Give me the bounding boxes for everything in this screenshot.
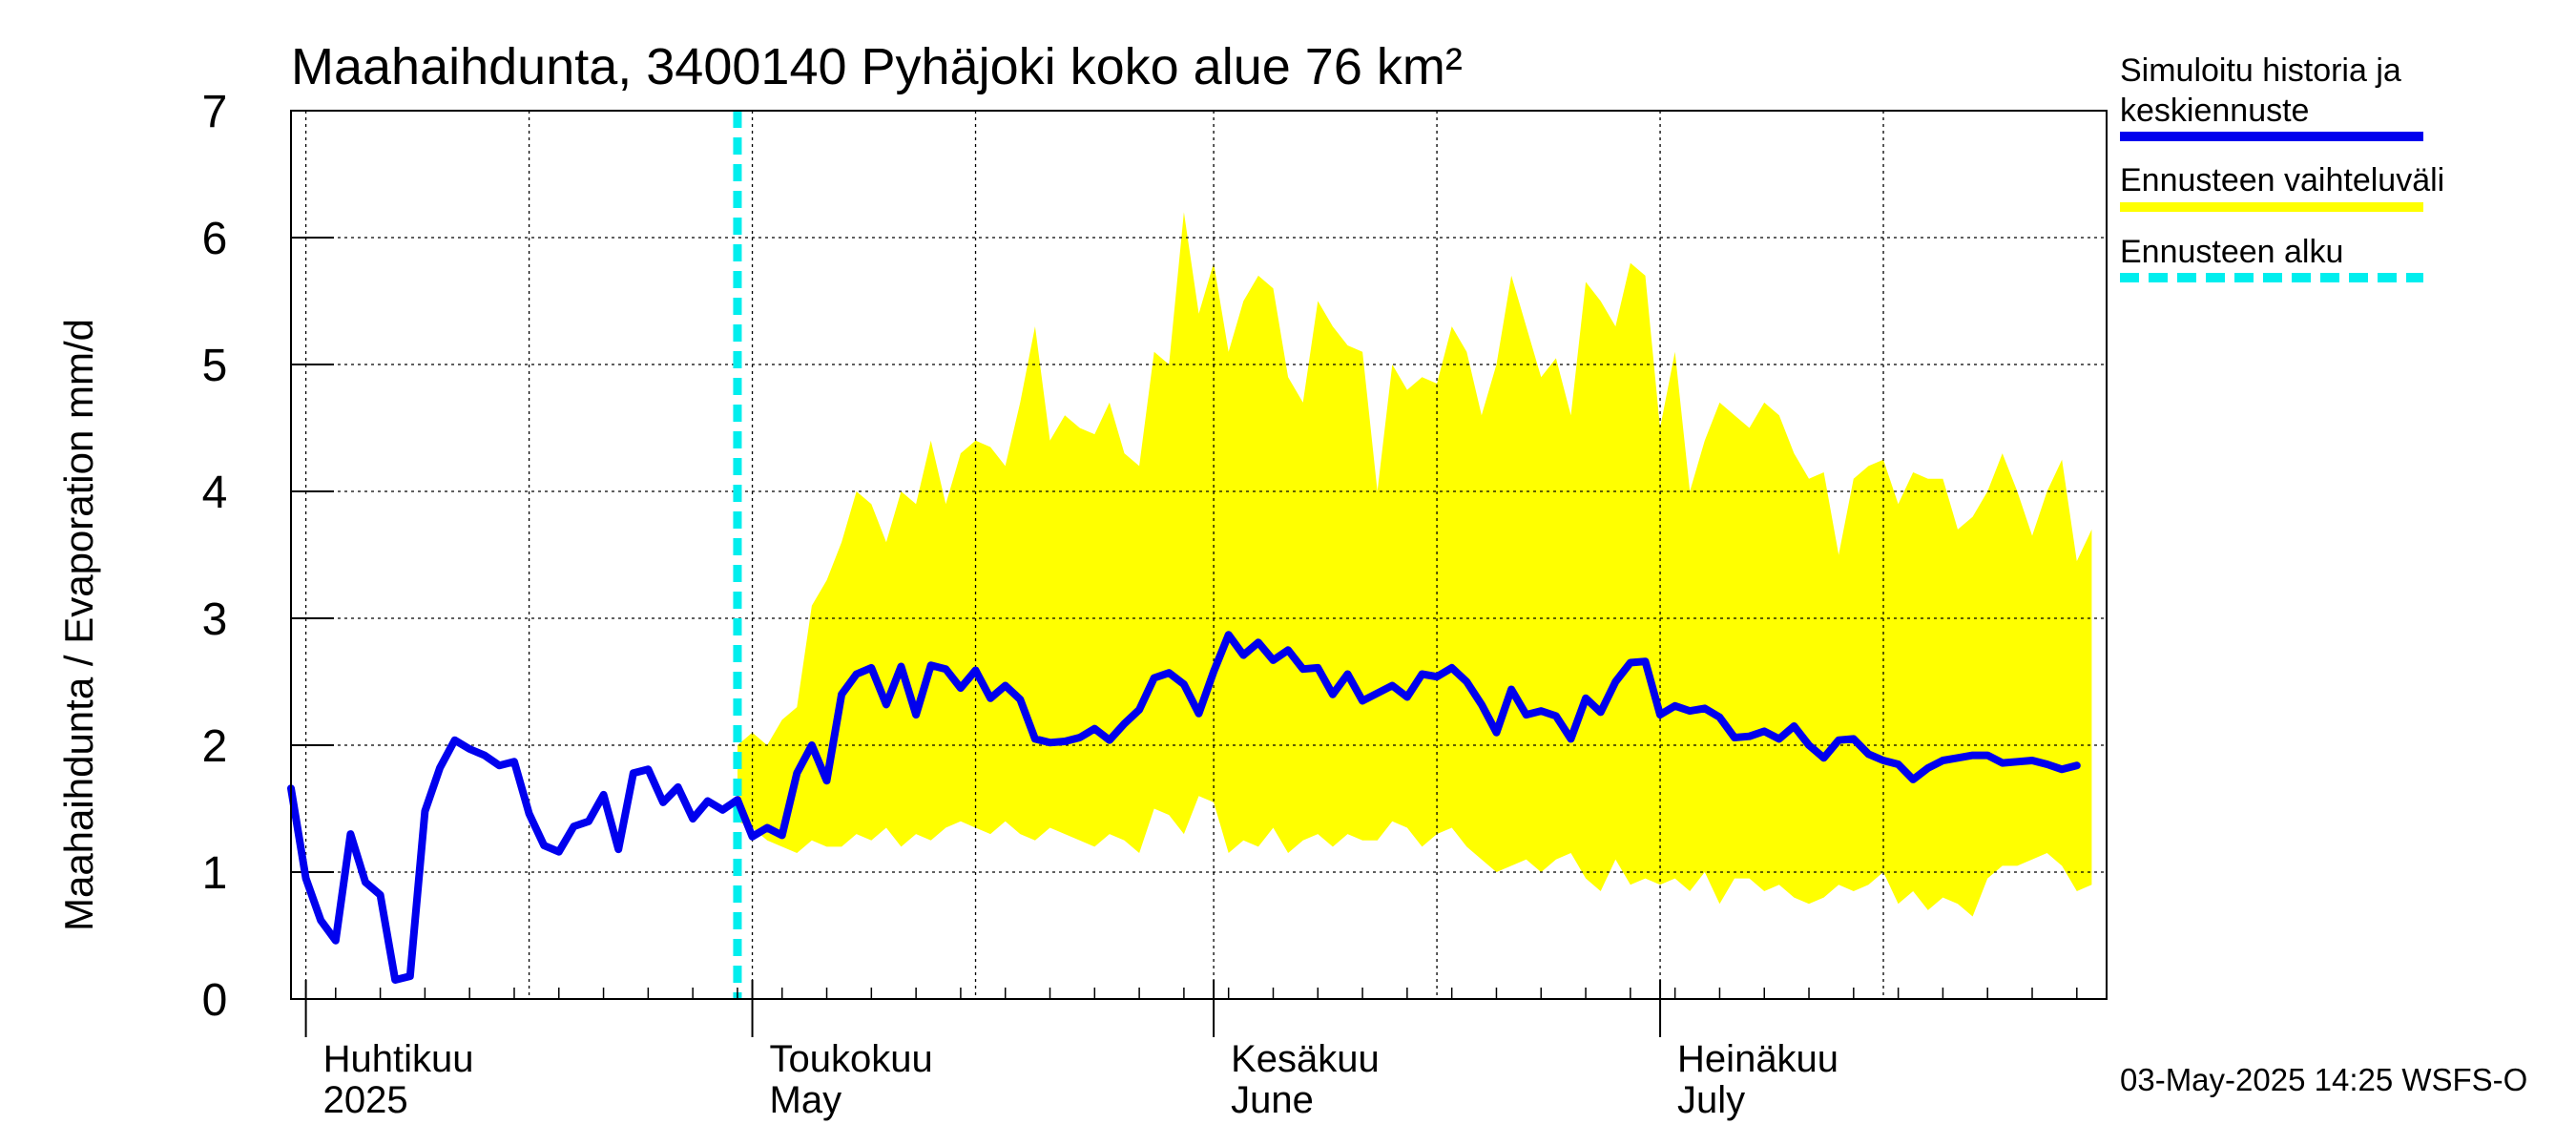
plot-frame	[290, 110, 2108, 1000]
legend: Simuloitu historia ja keskiennuste Ennuste…	[2120, 52, 2444, 282]
month-label-en: 2025	[323, 1079, 408, 1121]
y-tick-label: 7	[202, 87, 228, 137]
chart-title: Maahaihdunta, 3400140 Pyhäjoki koko alue…	[291, 38, 1463, 95]
legend-label: Ennusteen vaihteluväli	[2120, 162, 2444, 198]
y-tick-label: 5	[202, 341, 228, 391]
plot-area: 01234567Huhtikuu2025ToukokuuMayKesäkuuJu…	[202, 87, 2108, 1121]
legend-label: Simuloitu historia ja	[2120, 52, 2401, 89]
month-label-fi: Heinäkuu	[1677, 1038, 1839, 1080]
y-tick-label: 3	[202, 594, 228, 645]
y-tick-label: 1	[202, 848, 228, 899]
y-tick-label: 4	[202, 468, 228, 518]
y-axis-label: Maahaihdunta / Evaporation mm/d	[56, 319, 101, 931]
month-label-en: May	[770, 1079, 842, 1121]
y-tick-label: 0	[202, 975, 228, 1026]
month-label-fi: Kesäkuu	[1231, 1038, 1380, 1080]
forecast-range-band	[737, 212, 2092, 917]
legend-label: keskiennuste	[2120, 93, 2309, 129]
y-tick-label: 6	[202, 214, 228, 264]
month-label-fi: Huhtikuu	[323, 1038, 474, 1080]
month-label-fi: Toukokuu	[770, 1038, 933, 1080]
y-tick-label: 2	[202, 721, 228, 772]
legend-label: Ennusteen alku	[2120, 234, 2343, 270]
month-label-en: June	[1231, 1079, 1314, 1121]
footer-timestamp: 03-May-2025 14:25 WSFS-O	[2120, 1062, 2527, 1097]
series-line	[287, 631, 2081, 984]
month-label-en: July	[1677, 1079, 1745, 1121]
